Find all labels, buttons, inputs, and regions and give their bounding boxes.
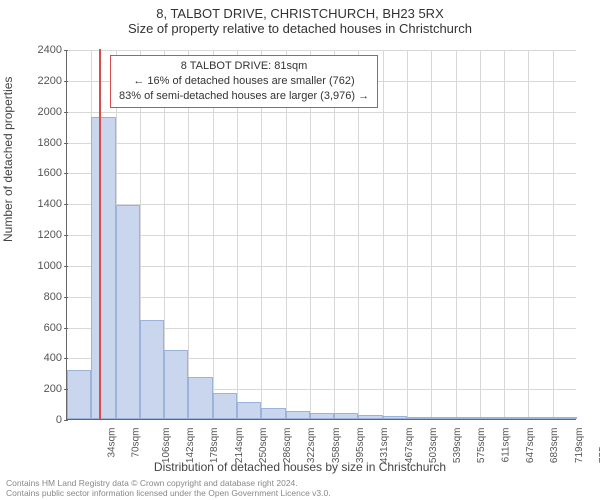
y-tick-label: 1600 [22,167,62,179]
footer-line-1: Contains HM Land Registry data © Crown c… [6,478,331,488]
bar [91,117,115,419]
x-tick-label: 647sqm [525,428,536,464]
x-tick-label: 178sqm [209,428,220,464]
x-tick-label: 106sqm [161,428,172,464]
x-tick-label: 250sqm [258,428,269,464]
gridline-v [431,50,432,419]
bar [431,417,455,419]
bar [553,417,577,419]
gridline-h [67,297,576,298]
gridline-v [407,50,408,419]
bar [213,393,237,419]
bar [237,402,261,419]
y-tick-label: 1000 [22,260,62,272]
x-tick-label: 395sqm [355,428,366,464]
gridline-h [67,50,576,51]
bar [116,205,140,419]
x-tick-label: 214sqm [234,428,245,464]
gridline-h [67,143,576,144]
bar [67,370,91,419]
title-address: 8, TALBOT DRIVE, CHRISTCHURCH, BH23 5RX [0,6,600,21]
footer-attribution: Contains HM Land Registry data © Crown c… [6,478,331,498]
y-tick-label: 2400 [22,44,62,56]
gridline-h [67,204,576,205]
footer-line-2: Contains public sector information licen… [6,488,331,498]
y-tick-label: 1400 [22,198,62,210]
gridline-h [67,266,576,267]
bar [504,417,528,419]
bar [456,417,480,419]
x-tick-label: 611sqm [500,428,511,463]
bar [286,411,310,419]
bar [188,377,212,419]
x-tick-label: 431sqm [379,428,390,464]
bar [407,417,431,419]
y-tick-label: 1200 [22,229,62,241]
x-tick-label: 683sqm [549,428,560,464]
y-tick-label: 0 [22,414,62,426]
x-tick-label: 70sqm [131,428,142,458]
bar [140,320,164,419]
bar [164,350,188,419]
gridline-h [67,173,576,174]
x-tick-label: 467sqm [404,428,415,464]
gridline-v [456,50,457,419]
bar [261,408,285,419]
gridline-v [480,50,481,419]
y-tick-label: 2200 [22,75,62,87]
bar [358,415,382,419]
y-tick-label: 200 [22,383,62,395]
callout-box: 8 TALBOT DRIVE: 81sqm← 16% of detached h… [110,55,378,108]
x-tick-label: 142sqm [185,428,196,464]
gridline-v [528,50,529,419]
title-block: 8, TALBOT DRIVE, CHRISTCHURCH, BH23 5RX … [0,0,600,36]
y-tick-label: 600 [22,322,62,334]
x-tick-label: 719sqm [574,428,585,464]
bar [334,413,358,419]
callout-line-3: 83% of semi-detached houses are larger (… [119,89,369,104]
bar [480,417,504,419]
y-tick-label: 1800 [22,137,62,149]
gridline-h [67,112,576,113]
gridline-v [504,50,505,419]
y-tick-label: 400 [22,352,62,364]
callout-line-2: ← 16% of detached houses are smaller (76… [119,74,369,89]
gridline-v [553,50,554,419]
chart-container: 8, TALBOT DRIVE, CHRISTCHURCH, BH23 5RX … [0,0,600,500]
title-subtitle: Size of property relative to detached ho… [0,21,600,36]
x-tick-label: 358sqm [331,428,342,464]
x-tick-label: 286sqm [282,428,293,464]
callout-line-1: 8 TALBOT DRIVE: 81sqm [119,59,369,74]
x-tick-label: 34sqm [107,428,118,458]
y-tick-label: 800 [22,291,62,303]
y-axis-label: Number of detached properties [1,77,15,242]
x-tick-label: 539sqm [452,428,463,464]
x-tick-label: 322sqm [307,428,318,464]
x-tick-label: 575sqm [477,428,488,464]
y-tick-label: 2000 [22,106,62,118]
bar [383,416,407,419]
property-marker-line [99,49,101,419]
x-tick-label: 503sqm [428,428,439,464]
bar [528,417,552,419]
gridline-h [67,235,576,236]
bar [310,413,334,419]
gridline-v [383,50,384,419]
